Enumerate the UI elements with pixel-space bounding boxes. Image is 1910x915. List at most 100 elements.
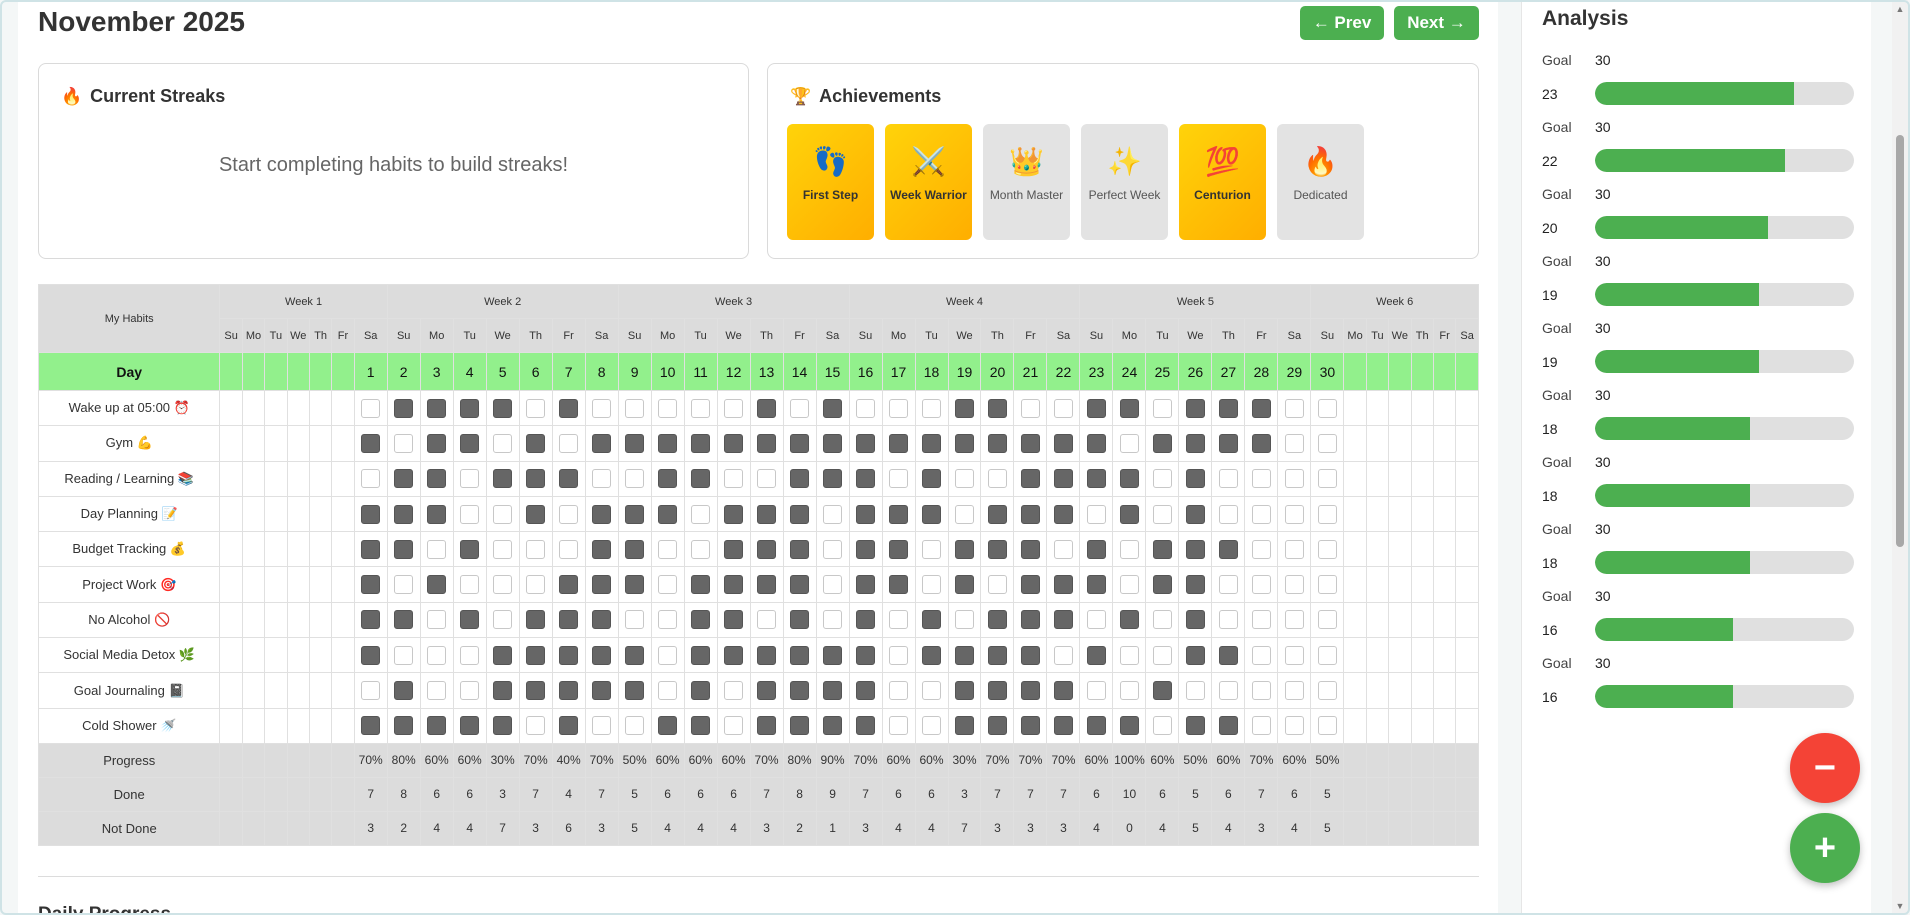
habit-checkbox[interactable]	[427, 433, 447, 453]
habit-checkbox[interactable]	[691, 539, 711, 559]
habit-checkbox[interactable]	[1185, 575, 1205, 595]
add-habit-button[interactable]: +	[1790, 813, 1860, 883]
habit-checkbox[interactable]	[394, 610, 414, 630]
remove-habit-button[interactable]: −	[1790, 733, 1860, 803]
habit-checkbox[interactable]	[427, 398, 447, 418]
scrollbar[interactable]: ▲ ▼	[1892, 0, 1908, 915]
habit-checkbox[interactable]	[1152, 433, 1172, 453]
habit-checkbox[interactable]	[361, 398, 381, 418]
habit-checkbox[interactable]	[1086, 539, 1106, 559]
habit-checkbox[interactable]	[856, 504, 876, 524]
habit-checkbox[interactable]	[987, 504, 1007, 524]
habit-checkbox[interactable]	[922, 433, 941, 453]
habit-checkbox[interactable]	[361, 610, 381, 630]
habit-checkbox[interactable]	[691, 504, 711, 524]
habit-checkbox[interactable]	[460, 433, 480, 453]
habit-checkbox[interactable]	[658, 610, 678, 630]
habit-checkbox[interactable]	[592, 469, 612, 489]
habit-checkbox[interactable]	[625, 469, 645, 489]
habit-checkbox[interactable]	[724, 539, 744, 559]
habit-checkbox[interactable]	[658, 575, 678, 595]
habit-checkbox[interactable]	[592, 610, 612, 630]
habit-checkbox[interactable]	[658, 681, 678, 701]
habit-checkbox[interactable]	[625, 681, 645, 701]
habit-checkbox[interactable]	[1152, 504, 1172, 524]
habit-checkbox[interactable]	[592, 645, 612, 665]
habit-checkbox[interactable]	[1251, 433, 1271, 453]
habit-checkbox[interactable]	[889, 398, 909, 418]
habit-checkbox[interactable]	[559, 575, 579, 595]
habit-checkbox[interactable]	[1053, 539, 1073, 559]
habit-checkbox[interactable]	[757, 504, 777, 524]
habit-checkbox[interactable]	[625, 716, 645, 736]
habit-checkbox[interactable]	[625, 504, 645, 524]
habit-checkbox[interactable]	[1152, 610, 1172, 630]
habit-checkbox[interactable]	[625, 433, 645, 453]
habit-checkbox[interactable]	[394, 716, 414, 736]
habit-checkbox[interactable]	[559, 469, 579, 489]
habit-checkbox[interactable]	[493, 539, 513, 559]
habit-checkbox[interactable]	[987, 716, 1007, 736]
habit-name[interactable]: Reading / Learning 📚	[37, 460, 221, 497]
habit-checkbox[interactable]	[1218, 398, 1238, 418]
habit-checkbox[interactable]	[724, 398, 744, 418]
habit-checkbox[interactable]	[427, 504, 447, 524]
habit-checkbox[interactable]	[1086, 645, 1106, 665]
habit-checkbox[interactable]	[1218, 645, 1238, 665]
habit-checkbox[interactable]	[526, 504, 546, 524]
habit-checkbox[interactable]	[526, 433, 546, 453]
habit-checkbox[interactable]	[1284, 469, 1304, 489]
habit-checkbox[interactable]	[493, 716, 513, 736]
habit-checkbox[interactable]	[954, 610, 974, 630]
habit-checkbox[interactable]	[1218, 539, 1238, 559]
habit-checkbox[interactable]	[922, 645, 941, 665]
habit-checkbox[interactable]	[1119, 645, 1139, 665]
habit-checkbox[interactable]	[1020, 539, 1040, 559]
habit-checkbox[interactable]	[1218, 504, 1238, 524]
habit-checkbox[interactable]	[1317, 433, 1337, 453]
habit-checkbox[interactable]	[1020, 433, 1040, 453]
habit-checkbox[interactable]	[1251, 469, 1271, 489]
habit-checkbox[interactable]	[592, 433, 612, 453]
habit-checkbox[interactable]	[1185, 681, 1205, 701]
habit-name[interactable]: No Alcohol 🚫	[37, 601, 221, 639]
habit-checkbox[interactable]	[1086, 681, 1106, 701]
habit-checkbox[interactable]	[1086, 716, 1106, 736]
habit-checkbox[interactable]	[427, 681, 447, 701]
habit-checkbox[interactable]	[987, 610, 1007, 630]
habit-checkbox[interactable]	[691, 469, 711, 489]
habit-checkbox[interactable]	[954, 645, 974, 665]
habit-checkbox[interactable]	[1119, 575, 1139, 595]
habit-checkbox[interactable]	[1317, 398, 1337, 418]
habit-checkbox[interactable]	[1251, 575, 1271, 595]
habit-checkbox[interactable]	[1152, 469, 1172, 489]
habit-checkbox[interactable]	[856, 716, 876, 736]
habit-checkbox[interactable]	[823, 433, 843, 453]
habit-checkbox[interactable]	[658, 716, 678, 736]
habit-checkbox[interactable]	[460, 504, 480, 524]
habit-checkbox[interactable]	[1317, 681, 1337, 701]
habit-checkbox[interactable]	[658, 645, 678, 665]
habit-checkbox[interactable]	[889, 575, 909, 595]
habit-checkbox[interactable]	[954, 398, 974, 418]
habit-checkbox[interactable]	[1152, 575, 1172, 595]
habit-checkbox[interactable]	[394, 504, 414, 524]
next-month-button[interactable]: Next →	[1394, 6, 1479, 40]
habit-checkbox[interactable]	[1020, 645, 1040, 665]
habit-name[interactable]: Goal Journaling 📓	[37, 672, 221, 709]
scroll-down-arrow-icon[interactable]: ▼	[1895, 901, 1905, 911]
habit-checkbox[interactable]	[1251, 681, 1271, 701]
habit-checkbox[interactable]	[1020, 681, 1040, 701]
habit-checkbox[interactable]	[559, 681, 579, 701]
habit-checkbox[interactable]	[1152, 645, 1172, 665]
habit-checkbox[interactable]	[460, 716, 480, 736]
habit-checkbox[interactable]	[922, 469, 941, 489]
habit-checkbox[interactable]	[1317, 645, 1337, 665]
habit-checkbox[interactable]	[1119, 469, 1139, 489]
habit-checkbox[interactable]	[1317, 504, 1337, 524]
habit-checkbox[interactable]	[790, 716, 810, 736]
habit-checkbox[interactable]	[1185, 716, 1205, 736]
habit-checkbox[interactable]	[1284, 575, 1304, 595]
habit-checkbox[interactable]	[757, 433, 777, 453]
habit-checkbox[interactable]	[724, 716, 744, 736]
